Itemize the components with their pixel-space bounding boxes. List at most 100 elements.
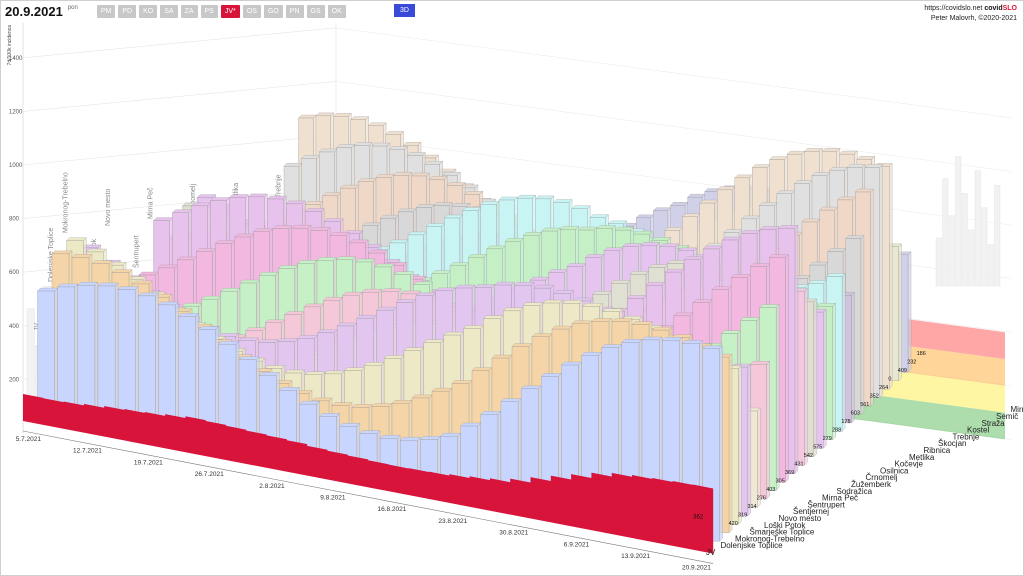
bar-top [827,248,847,252]
region-button-os[interactable]: OS [242,4,261,18]
region-button-jv[interactable]: JV* [220,4,240,18]
value-label: 575 [813,445,822,451]
bar-top [331,402,353,406]
bar-top [355,258,376,263]
bar-side [766,360,770,500]
bar-top [460,422,482,427]
bar-top [335,256,356,260]
bar-top [318,148,338,153]
bar-top [323,297,344,301]
bar-top [317,329,338,334]
region-button-ko[interactable]: KO [139,4,158,18]
date-label: 20.9.2021 [5,3,63,19]
bar-top [720,330,741,334]
bar-top [316,257,337,261]
ghost-bar [948,215,955,287]
bar-top [299,401,320,405]
bar-top [578,226,598,231]
bar-top [514,282,535,286]
region-button-ps[interactable]: PS [200,4,218,18]
bar-top [311,397,333,402]
bar-top [741,215,760,220]
bar-side [898,243,902,382]
region-button-pn[interactable]: PN [285,4,304,18]
bar-top [393,172,413,176]
ghost-bar [981,207,988,287]
total-series-area [23,394,714,554]
bar-top [351,404,373,408]
bar-top [651,326,673,331]
region-button-go[interactable]: GO [263,4,283,18]
bar-side [804,288,808,466]
bar-top [511,343,533,347]
value-label: 319 [738,513,747,519]
site-url[interactable]: https://covidslo.net [924,5,983,12]
bar-top [751,164,771,168]
bar-top [553,199,573,203]
bar-top [283,163,303,167]
bar-side [832,302,836,441]
bar-top [329,232,350,236]
bar-top [443,331,464,336]
region-button-sa[interactable]: SA [160,4,178,18]
bar-front [77,285,96,423]
bar-top [641,336,663,341]
value-label: 178 [841,419,850,425]
bar-side [841,273,846,432]
bar-top [376,306,397,311]
ghost-bar [968,229,975,287]
region-button-pd[interactable]: PD [118,4,137,18]
bar-top [97,282,119,287]
x-tick-label: 23.8.2021 [438,518,467,525]
bar-top [699,199,719,204]
bar-top [303,303,324,308]
bar-top [826,273,846,277]
region-row-label: Sodražica [837,487,873,496]
bar-front [97,285,116,426]
bar-top [667,260,687,264]
bar-top [471,367,493,371]
bar-top [412,281,433,286]
view-3d-button[interactable]: 3D [394,4,415,17]
bar-side [54,287,58,415]
region-button-ok[interactable]: OK [327,4,346,18]
bar-top [582,303,603,307]
region-button-pm[interactable]: PM [96,4,116,18]
bar-top [391,400,413,404]
bar-top [359,430,381,434]
region-row-label: Trebnje [953,432,980,441]
bar-top [706,242,725,247]
bar-top [585,254,605,258]
x-tick-label: 9.8.2021 [320,495,346,502]
x-axis-line [22,430,714,564]
bar-top [702,345,723,350]
bar-top [794,180,813,184]
bar-top [591,318,613,322]
bar-top [664,227,684,231]
bar-top [444,214,464,219]
bar-top [301,155,320,159]
bar-top [209,197,230,201]
bar-top [245,327,266,331]
region-button-za[interactable]: ZA [180,4,198,18]
y-tick-label: 200 [9,377,20,383]
bar-top [85,248,107,253]
bar-top [592,291,613,295]
bar-top [297,335,318,339]
x-tick-label: 2.8.2021 [259,483,285,490]
region-row-label: Črnomelj [866,473,898,482]
bar-top [77,282,99,286]
bar-top [819,206,839,211]
bar-top [344,367,365,371]
bar-top [734,174,753,179]
region-row-label: Kostel [967,426,989,435]
region-row-label: Semič [996,412,1018,421]
bar-top [562,300,583,304]
bar-top [138,271,159,276]
bar-top [278,265,299,269]
bar-top [379,435,401,439]
y-gridline [22,81,337,112]
region-button-gs[interactable]: GS [306,4,325,18]
bar-top [629,271,650,275]
y-gridline [22,188,337,219]
